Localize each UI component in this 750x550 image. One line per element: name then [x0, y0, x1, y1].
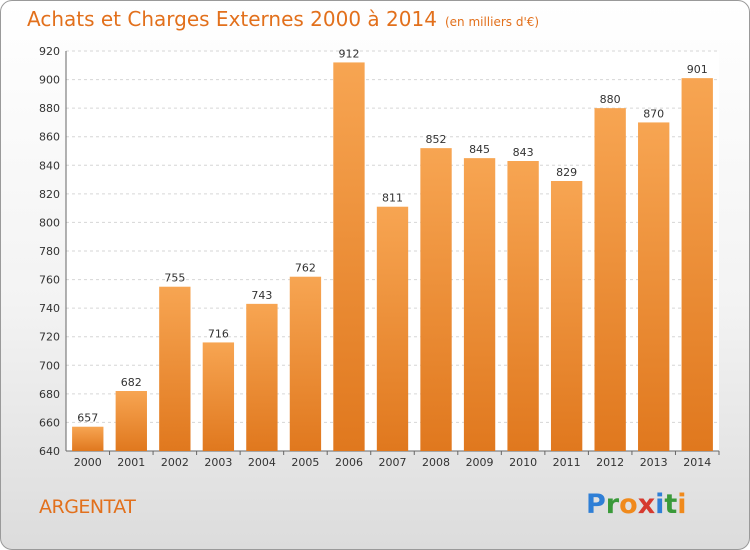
y-tick-label: 720: [39, 331, 60, 344]
y-tick-label: 740: [39, 302, 60, 315]
x-tick-label: 2000: [74, 456, 102, 469]
x-tick-label: 2004: [248, 456, 276, 469]
bar: [159, 286, 191, 451]
bar: [333, 62, 365, 452]
y-tick-label: 800: [39, 216, 60, 229]
data-label: 829: [556, 166, 577, 179]
logo-letter: o: [619, 489, 638, 520]
chart-title: Achats et Charges Externes 2000 à 2014 (e…: [27, 7, 539, 31]
x-tick-label: 2009: [466, 456, 494, 469]
data-label: 716: [208, 327, 229, 340]
data-label: 901: [687, 63, 708, 76]
y-tick-label: 760: [39, 274, 60, 287]
bar: [463, 158, 496, 451]
bar: [638, 122, 670, 451]
data-label: 682: [121, 376, 142, 389]
y-tick-label: 840: [39, 159, 60, 172]
data-label: 880: [600, 93, 621, 106]
data-label: 870: [643, 107, 664, 120]
x-tick-label: 2013: [640, 456, 668, 469]
data-label: 843: [513, 146, 534, 159]
y-tick-label: 860: [39, 131, 60, 144]
bar: [202, 342, 235, 451]
data-label: 743: [251, 289, 272, 302]
x-tick-label: 2012: [596, 456, 624, 469]
bar: [376, 206, 409, 451]
y-tick-label: 640: [39, 445, 60, 458]
y-tick-label: 920: [39, 45, 60, 58]
y-tick-label: 660: [39, 416, 60, 429]
bar: [420, 148, 452, 451]
y-tick-label: 780: [39, 245, 60, 258]
bar: [594, 108, 626, 452]
logo-letter: r: [605, 489, 620, 520]
bar: [289, 276, 322, 451]
x-tick-label: 2001: [117, 456, 145, 469]
bar: [246, 303, 278, 451]
data-label: 912: [338, 47, 359, 60]
x-tick-label: 2006: [335, 456, 363, 469]
x-tick-label: 2011: [553, 456, 581, 469]
logo-letter: x: [637, 489, 656, 520]
y-tick-label: 900: [39, 74, 60, 87]
x-tick-label: 2002: [161, 456, 189, 469]
data-label: 811: [382, 192, 403, 205]
x-tick-label: 2008: [422, 456, 450, 469]
bar: [72, 426, 104, 451]
logo-letter: i: [677, 489, 687, 520]
bar: [507, 161, 539, 451]
data-label: 852: [426, 133, 447, 146]
bar: [681, 78, 713, 452]
proxiti-logo: Proxiti: [586, 489, 687, 520]
data-label: 762: [295, 262, 316, 275]
logo-letter: i: [655, 489, 665, 520]
data-label: 657: [77, 412, 98, 425]
x-tick-label: 2014: [683, 456, 711, 469]
title-text: Achats et Charges Externes 2000 à 2014: [27, 7, 437, 31]
x-tick-label: 2003: [204, 456, 232, 469]
y-tick-label: 820: [39, 188, 60, 201]
data-label: 845: [469, 143, 490, 156]
x-tick-label: 2007: [379, 456, 407, 469]
logo-letter: t: [664, 489, 678, 520]
bar: [115, 391, 147, 451]
y-tick-label: 680: [39, 388, 60, 401]
unit-label: (en milliers d'€): [444, 15, 540, 29]
commune-name: ARGENTAT: [39, 496, 136, 518]
x-tick-label: 2010: [509, 456, 537, 469]
data-label: 755: [164, 272, 185, 285]
logo-letter: P: [586, 489, 606, 520]
x-tick-label: 2005: [291, 456, 319, 469]
y-tick-label: 880: [39, 102, 60, 115]
bar: [550, 181, 583, 451]
y-tick-label: 700: [39, 359, 60, 372]
